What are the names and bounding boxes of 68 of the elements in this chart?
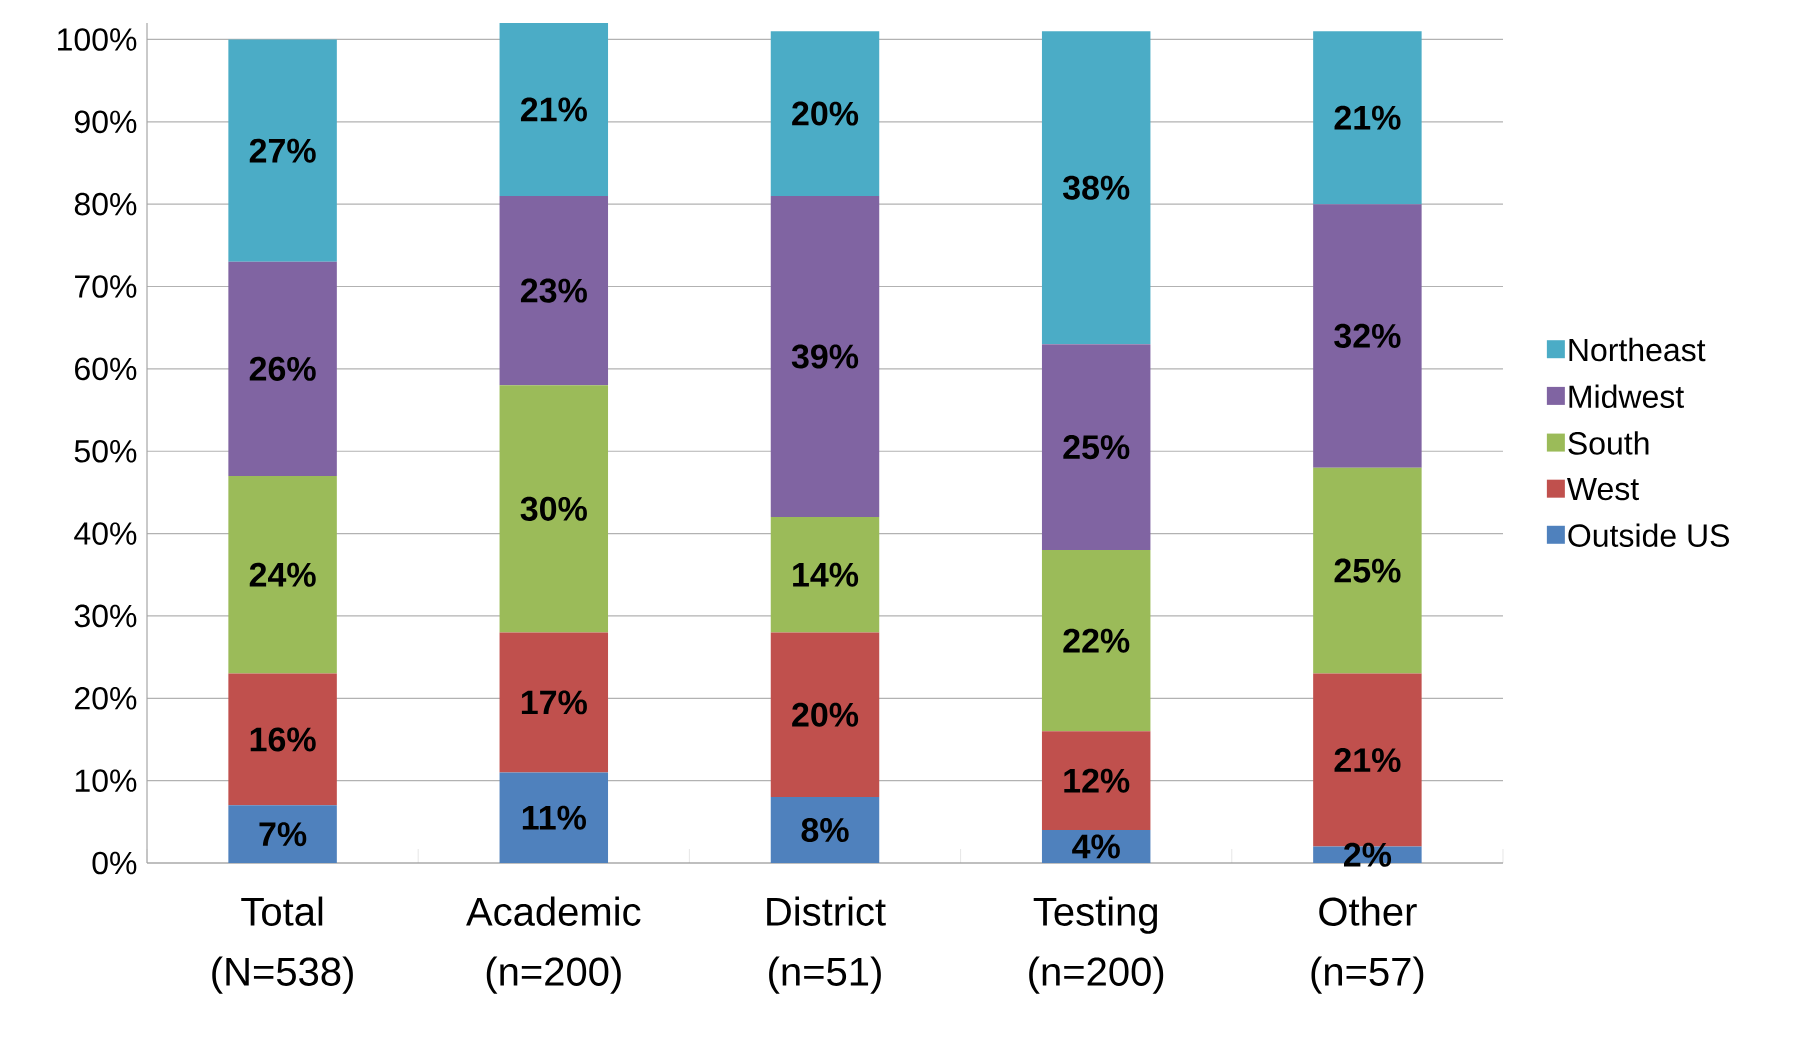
- y-tick-label: 80%: [74, 192, 137, 216]
- bar: [228, 475, 337, 674]
- data-label: 21%: [1334, 105, 1401, 130]
- y-tick-label: 10%: [75, 769, 137, 792]
- data-label: 25%: [1334, 558, 1401, 583]
- y-tick-label: 90%: [74, 110, 137, 134]
- bar: [1041, 731, 1151, 831]
- data-label: 32%: [1334, 323, 1401, 348]
- data-label: 4%: [1072, 834, 1120, 859]
- data-label: 27%: [249, 138, 316, 163]
- data-label: 20%: [792, 702, 859, 727]
- data-label: 8%: [801, 818, 849, 843]
- bar: [228, 805, 337, 863]
- bar: [228, 39, 337, 262]
- y-tick-label: 70%: [75, 275, 137, 298]
- legend-label: South: [1568, 431, 1649, 455]
- x-tick-label: District (n=51): [767, 896, 886, 994]
- data-label: 23%: [520, 278, 587, 303]
- data-label: 7%: [259, 822, 307, 847]
- y-tick-label: 100%: [58, 28, 137, 51]
- bar: [228, 261, 337, 476]
- bar: [1041, 31, 1151, 345]
- data-label: 22%: [1063, 628, 1130, 653]
- bar: [770, 31, 880, 196]
- data-label: 14%: [793, 562, 859, 587]
- data-label: 38%: [1062, 175, 1130, 200]
- y-tick-label: 30%: [74, 604, 137, 628]
- data-label: 16%: [250, 727, 316, 752]
- bar: [499, 632, 609, 773]
- data-label: 12%: [1064, 768, 1130, 793]
- bar: [1313, 204, 1422, 468]
- bar: [499, 22, 609, 196]
- data-label: 2%: [1344, 842, 1392, 867]
- bar: [1313, 467, 1422, 674]
- y-tick-label: 50%: [74, 439, 137, 463]
- bar: [1041, 550, 1151, 732]
- data-label: 26%: [249, 356, 316, 381]
- x-tick-label: Other (n=57): [1311, 896, 1424, 994]
- legend-label: West: [1567, 477, 1639, 501]
- bar: [770, 517, 880, 633]
- data-label: 21%: [1334, 748, 1401, 773]
- x-tick-label: Total (N=538): [212, 896, 353, 994]
- bar: [1313, 31, 1422, 205]
- bar: [228, 673, 337, 806]
- bar: [499, 385, 609, 633]
- legend-label: Midwest: [1569, 384, 1684, 409]
- bar: [770, 632, 880, 798]
- data-label: 20%: [792, 101, 859, 126]
- x-tick-label: Academic (n=200): [466, 896, 641, 994]
- data-label: 30%: [520, 496, 587, 521]
- y-tick-label: 0%: [92, 851, 137, 875]
- data-label: 17%: [521, 690, 587, 715]
- bar: [770, 797, 880, 863]
- legend-label: Outside US: [1568, 523, 1729, 547]
- legend-label: Northeast: [1569, 337, 1706, 362]
- x-tick-label: Testing (n=200): [1029, 896, 1164, 994]
- y-tick-label: 20%: [75, 686, 137, 710]
- bar: [770, 195, 880, 518]
- data-label: 21%: [520, 97, 587, 122]
- y-tick-label: 40%: [74, 522, 137, 545]
- data-label: 11%: [522, 805, 586, 830]
- data-label: 24%: [249, 562, 316, 587]
- bar: [499, 772, 609, 863]
- bar: [499, 195, 609, 386]
- bar: [1041, 344, 1151, 551]
- data-label: 25%: [1063, 435, 1130, 460]
- data-label: 39%: [791, 344, 859, 369]
- y-tick-label: 60%: [75, 357, 137, 381]
